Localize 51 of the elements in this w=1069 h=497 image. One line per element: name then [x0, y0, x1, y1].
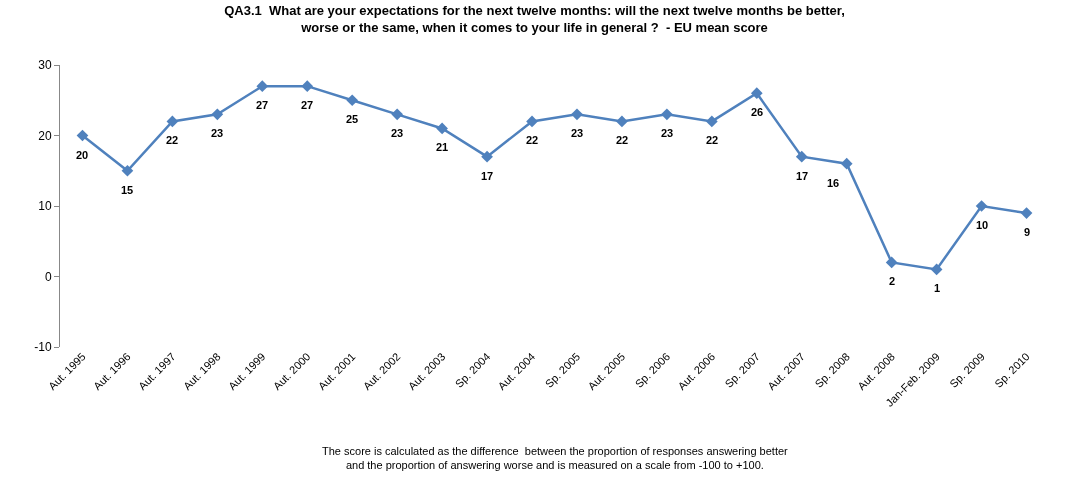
point — [481, 150, 493, 163]
data-label: 21 — [436, 141, 449, 153]
data-label: 27 — [301, 99, 314, 111]
y-tick-label: 10 — [38, 199, 52, 214]
point — [166, 115, 179, 128]
data-label: 15 — [121, 184, 134, 196]
point — [121, 164, 134, 177]
y-tick-label: 20 — [38, 128, 52, 143]
data-label: 23 — [661, 127, 674, 139]
data-label: 26 — [751, 106, 764, 118]
data-label: 22 — [166, 134, 179, 146]
y-tick-label: 0 — [44, 269, 52, 284]
data-label: 10 — [976, 219, 989, 231]
data-label: 17 — [481, 170, 494, 182]
point — [616, 115, 628, 128]
point — [840, 157, 853, 170]
data-label: 23 — [391, 127, 404, 139]
point — [76, 129, 89, 142]
y-tick-label: 30 — [38, 58, 52, 73]
point — [1020, 207, 1033, 219]
data-label: 20 — [76, 149, 89, 161]
point — [436, 122, 448, 135]
data-label: 22 — [616, 134, 629, 146]
point — [571, 108, 583, 121]
data-label: 23 — [211, 127, 224, 139]
data-label: 22 — [706, 134, 719, 146]
data-label: 1 — [934, 282, 941, 294]
point — [391, 108, 404, 121]
point — [975, 200, 988, 212]
data-label: 22 — [526, 134, 539, 146]
data-label: 16 — [827, 177, 840, 189]
point — [930, 263, 943, 276]
point — [885, 256, 898, 269]
point — [795, 150, 808, 163]
chart-title: QA3.1 What are your expectations for the next twelve months: will the next twelve months be better, worse or the same, when it comes to your life in general ? - EU mean score — [224, 2, 845, 35]
point — [256, 80, 269, 92]
data-label: 23 — [571, 127, 584, 139]
text: The score is calculated as the difference between the proportion of responses answering better and the proportion of answering worse and is measured on a scale from -100 to +100. — [322, 445, 789, 472]
point — [705, 115, 718, 128]
data-label: 9 — [1024, 226, 1031, 238]
y-tick-label: -10 — [34, 340, 52, 355]
data-label: 25 — [346, 113, 359, 125]
point — [526, 115, 538, 128]
data-label: 27 — [256, 99, 269, 111]
point — [750, 87, 763, 100]
point — [211, 108, 224, 121]
point — [661, 108, 673, 121]
data-label: 17 — [796, 170, 809, 182]
point — [301, 80, 314, 92]
point — [346, 94, 359, 107]
data-label: 2 — [889, 275, 896, 287]
